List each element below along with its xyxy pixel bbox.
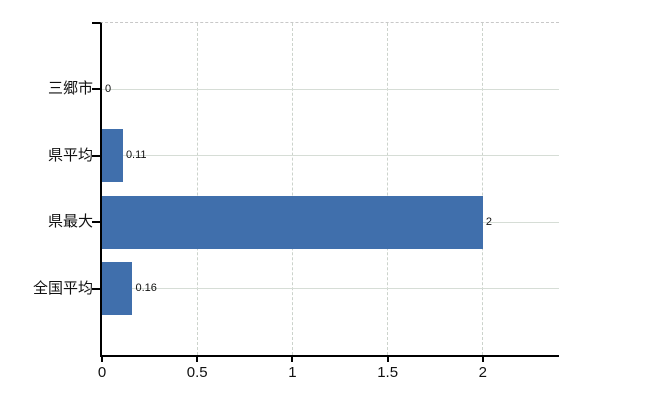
y-axis-category-label: 全国平均 bbox=[32, 279, 93, 297]
bar-value-label: 2 bbox=[485, 215, 492, 228]
x-axis-tick bbox=[481, 357, 484, 362]
y-axis-tick bbox=[92, 221, 100, 224]
x-axis-tick-label: 0 bbox=[97, 364, 107, 381]
bar-value-label: 0 bbox=[105, 82, 112, 95]
x-axis-tick bbox=[291, 357, 294, 362]
x-axis-tick-label: 0.5 bbox=[186, 364, 208, 381]
vertical-gridline bbox=[291, 23, 293, 355]
bar bbox=[102, 262, 133, 316]
x-axis-tick-label: 2 bbox=[478, 364, 487, 381]
vertical-gridline bbox=[387, 23, 389, 355]
y-axis-tick bbox=[92, 287, 100, 290]
y-axis-tick bbox=[92, 88, 100, 91]
y-axis-category-label: 三郷市 bbox=[47, 80, 93, 98]
bar-value-label: 0.11 bbox=[125, 149, 147, 162]
bar bbox=[102, 129, 123, 183]
x-axis-tick-label: 1.5 bbox=[377, 364, 399, 381]
bar bbox=[102, 195, 483, 249]
horizontal-gridline bbox=[102, 288, 559, 290]
x-axis-tick bbox=[196, 357, 199, 362]
vertical-gridline bbox=[482, 23, 484, 355]
bar-value-label: 0.16 bbox=[135, 282, 157, 295]
x-axis-tick-label: 1 bbox=[288, 364, 297, 381]
horizontal-gridline bbox=[102, 88, 559, 90]
y-axis-top-tick bbox=[92, 22, 100, 24]
x-axis-tick bbox=[386, 357, 389, 362]
x-axis-tick bbox=[101, 357, 103, 362]
vertical-gridline bbox=[196, 23, 198, 355]
y-axis-category-label: 県最大 bbox=[47, 213, 93, 231]
y-axis-category-label: 県平均 bbox=[47, 146, 93, 164]
y-axis-tick bbox=[92, 154, 100, 157]
plot-area: 0 0.11 2 0.16 bbox=[100, 22, 559, 357]
horizontal-gridline bbox=[102, 155, 559, 157]
